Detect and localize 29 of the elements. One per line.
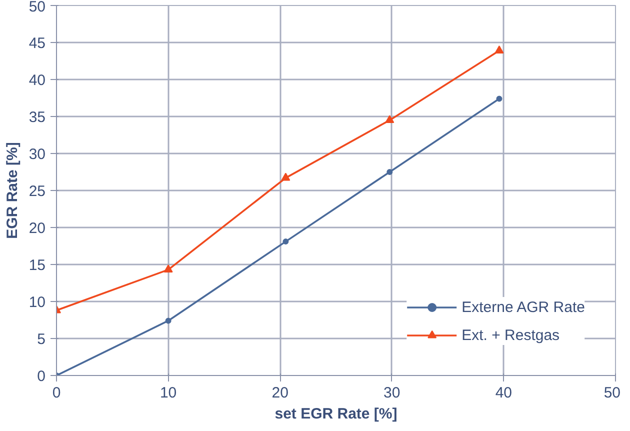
legend-label: Ext. + Restgas bbox=[462, 326, 560, 344]
y-tick-label: 0 bbox=[37, 368, 46, 385]
point bbox=[164, 264, 173, 272]
x-tick-label: 20 bbox=[272, 384, 288, 402]
y-tick-label: 35 bbox=[28, 109, 46, 126]
y-tick-label: 30 bbox=[28, 146, 46, 163]
x-tick-label: 10 bbox=[160, 384, 177, 402]
point bbox=[494, 46, 504, 54]
y-tick-label: 5 bbox=[37, 331, 46, 348]
point bbox=[386, 169, 393, 175]
y-tick-label: 10 bbox=[28, 294, 46, 311]
y-tick-label: 45 bbox=[28, 35, 46, 52]
y-tick-label: 25 bbox=[28, 183, 46, 200]
legend-label: Externe AGR Rate bbox=[462, 298, 585, 316]
y-tick-label: 20 bbox=[28, 220, 46, 237]
point bbox=[165, 318, 172, 324]
x-tick-label: 0 bbox=[52, 384, 61, 402]
y-tick-label: 15 bbox=[28, 257, 46, 274]
x-axis-title: set EGR Rate [%] bbox=[274, 406, 398, 422]
x-tick-label: 50 bbox=[604, 384, 621, 402]
point bbox=[281, 172, 290, 181]
y-tick-label: 40 bbox=[28, 72, 46, 89]
point bbox=[385, 115, 394, 124]
point bbox=[282, 238, 289, 245]
x-tick-label: 40 bbox=[495, 384, 512, 402]
x-tick-label: 30 bbox=[384, 384, 400, 402]
point bbox=[496, 96, 502, 102]
y-axis-title: EGR Rate [%] bbox=[4, 142, 21, 239]
y-tick-label: 50 bbox=[28, 0, 46, 16]
